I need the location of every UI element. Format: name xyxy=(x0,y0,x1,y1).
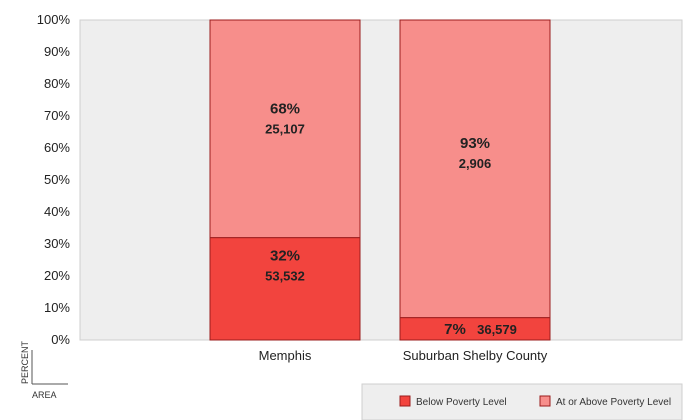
legend: Below Poverty Level At or Above Poverty … xyxy=(361,383,683,420)
legend-swatch-below-poverty xyxy=(399,395,411,407)
y-axis-title: PERCENT xyxy=(20,340,30,384)
y-tick-label: 40% xyxy=(44,204,70,219)
bar-segment xyxy=(209,237,361,341)
x-axis-categories: Memphis Suburban Shelby County xyxy=(259,348,548,363)
data-label-percent: 7% xyxy=(444,321,466,338)
y-tick-label: 50% xyxy=(44,172,70,187)
y-axis-ticks: 0% 10% 20% 30% 40% 50% 60% 70% 80% 90% 100% xyxy=(37,12,71,347)
x-category-label: Memphis xyxy=(259,348,312,363)
y-tick-label: 30% xyxy=(44,236,70,251)
y-tick-label: 60% xyxy=(44,140,70,155)
x-category-label: Suburban Shelby County xyxy=(403,348,548,363)
data-label-percent: 32% xyxy=(270,248,300,265)
data-label-percent: 93% xyxy=(460,135,490,152)
bar-segment xyxy=(399,19,551,319)
y-tick-label: 0% xyxy=(51,332,70,347)
y-tick-label: 100% xyxy=(37,12,71,27)
legend-swatch-above-poverty xyxy=(539,395,551,407)
y-tick-label: 80% xyxy=(44,76,70,91)
y-tick-label: 70% xyxy=(44,108,70,123)
bar-segment xyxy=(399,317,551,341)
x-axis-title: AREA xyxy=(32,390,57,400)
plot-background xyxy=(79,19,683,341)
legend-label-below-poverty: Below Poverty Level xyxy=(416,397,507,408)
data-label-count: 36,579 xyxy=(477,322,517,337)
y-tick-label: 20% xyxy=(44,268,70,283)
bar-series: 32% 53,532 68% 25,107 7% 36,579 93% 2,906 xyxy=(209,19,551,341)
legend-box xyxy=(361,383,683,420)
data-label-count: 25,107 xyxy=(265,122,305,137)
y-tick-label: 90% xyxy=(44,44,70,59)
data-label-percent: 68% xyxy=(270,101,300,118)
axis-indicator: PERCENT AREA xyxy=(20,340,68,400)
legend-label-above-poverty: At or Above Poverty Level xyxy=(556,397,671,408)
data-label-count: 53,532 xyxy=(265,269,305,284)
bar-segment xyxy=(209,19,361,239)
data-label-count: 2,906 xyxy=(459,156,492,171)
y-tick-label: 10% xyxy=(44,300,70,315)
